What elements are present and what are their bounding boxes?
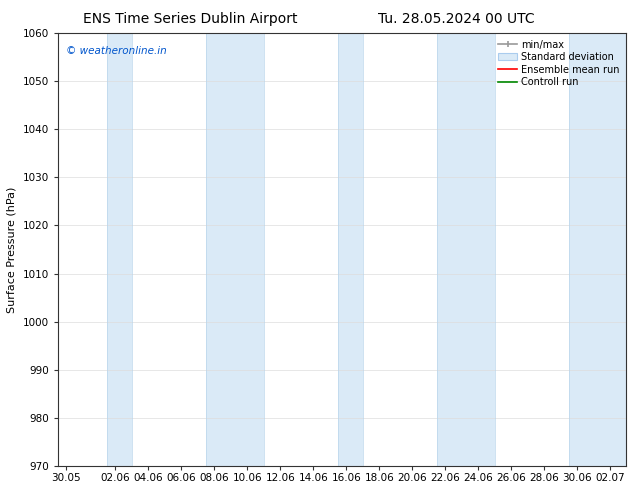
Text: © weatheronline.in: © weatheronline.in: [67, 46, 167, 56]
Text: ENS Time Series Dublin Airport: ENS Time Series Dublin Airport: [83, 12, 297, 26]
Bar: [569, 33, 634, 466]
Text: Tu. 28.05.2024 00 UTC: Tu. 28.05.2024 00 UTC: [378, 12, 535, 26]
Bar: [107, 33, 132, 466]
Bar: [338, 33, 363, 466]
Bar: [437, 33, 495, 466]
Y-axis label: Surface Pressure (hPa): Surface Pressure (hPa): [7, 186, 17, 313]
Legend: min/max, Standard deviation, Ensemble mean run, Controll run: min/max, Standard deviation, Ensemble me…: [496, 38, 621, 89]
Bar: [206, 33, 264, 466]
